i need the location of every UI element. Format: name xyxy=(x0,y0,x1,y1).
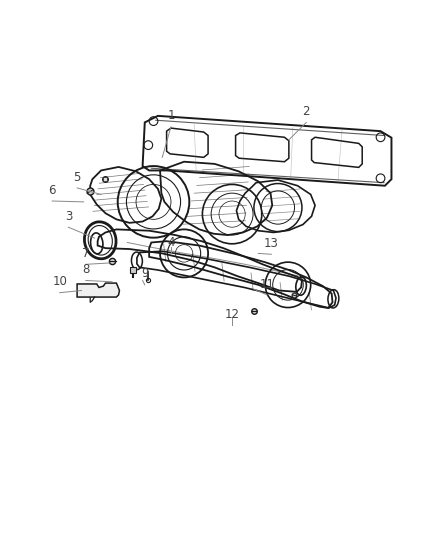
Polygon shape xyxy=(77,283,120,297)
Text: 3: 3 xyxy=(65,210,72,223)
Text: 5: 5 xyxy=(74,171,81,183)
Text: 12: 12 xyxy=(225,308,240,321)
Text: 10: 10 xyxy=(52,276,67,288)
Text: 8: 8 xyxy=(82,263,89,276)
Text: 7: 7 xyxy=(82,247,90,260)
Text: 4: 4 xyxy=(167,236,175,249)
Text: 2: 2 xyxy=(303,105,310,118)
Text: 11: 11 xyxy=(260,278,275,290)
Text: 6: 6 xyxy=(49,184,56,197)
Text: 9: 9 xyxy=(141,268,148,280)
Text: 13: 13 xyxy=(264,237,279,250)
Text: 1: 1 xyxy=(167,109,175,123)
